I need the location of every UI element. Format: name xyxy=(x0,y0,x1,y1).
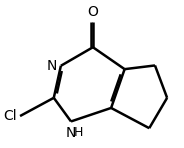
Text: Cl: Cl xyxy=(3,109,17,123)
Text: N: N xyxy=(46,59,57,73)
Text: N: N xyxy=(66,126,76,140)
Text: O: O xyxy=(87,5,98,18)
Text: H: H xyxy=(74,126,83,139)
